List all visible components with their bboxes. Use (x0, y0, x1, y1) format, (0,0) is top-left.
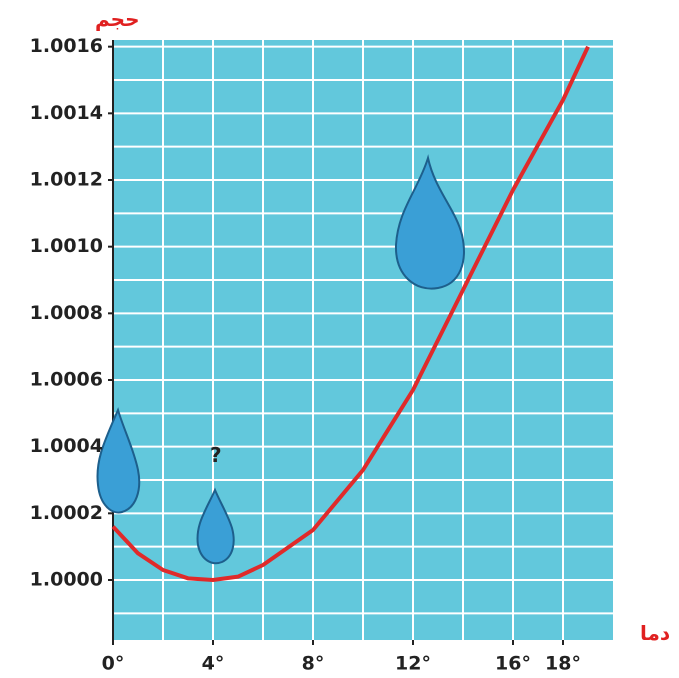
y-axis-label: حجم (95, 7, 140, 31)
x-tick-label: 16° (495, 653, 531, 675)
y-tick-label: 1.0000 (30, 569, 103, 591)
y-tick-label: 1.0006 (30, 369, 103, 391)
droplet (196, 487, 235, 565)
y-tick-label: 1.0008 (30, 302, 103, 324)
line (111, 45, 590, 582)
x-tick-label: 12° (395, 653, 431, 675)
droplets: ? (96, 154, 465, 565)
droplet (96, 407, 141, 514)
y-tick-label: 1.0010 (30, 235, 103, 257)
x-tick-label: 4° (202, 653, 225, 675)
x-tick-label: 0° (102, 653, 125, 675)
y-tick-label: 1.0014 (30, 102, 103, 124)
x-axis-label: دما (640, 621, 670, 645)
y-tick-label: 1.0012 (30, 169, 103, 191)
y-tick-label: 1.0002 (30, 502, 103, 524)
x-tick-label: 8° (302, 653, 325, 675)
y-tick-label: 1.0016 (30, 35, 103, 57)
y-tick-label: 1.0004 (30, 435, 103, 457)
droplet (394, 154, 465, 290)
x-tick-label: 18° (545, 653, 581, 675)
question-mark: ? (210, 443, 222, 467)
